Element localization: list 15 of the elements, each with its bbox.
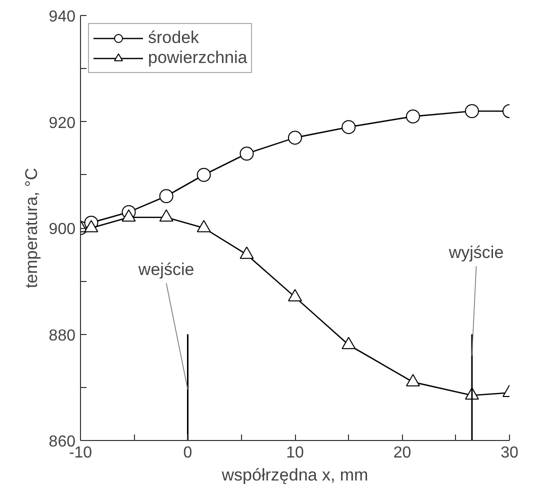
x-tick-label: 10 — [286, 444, 304, 462]
y-tick-label: 900 — [48, 221, 76, 238]
ref-line-label: wejście — [137, 260, 194, 279]
x-tick-label: 0 — [183, 444, 192, 462]
legend-label: środek — [148, 28, 200, 48]
x-tick-label: 30 — [500, 444, 518, 462]
y-tick-label: 920 — [48, 114, 76, 132]
x-axis-title: współrzędna x, mm — [220, 466, 368, 484]
legend-label: powierzchnia — [148, 48, 248, 68]
x-tick-label: 20 — [393, 444, 412, 462]
ref-line-label: wyjście — [448, 243, 504, 262]
y-tick-label: 880 — [48, 327, 76, 344]
y-tick-label: 940 — [48, 8, 76, 26]
y-tick-label: 860 — [48, 434, 76, 450]
y-axis-title: temperatura, °C — [22, 168, 41, 288]
